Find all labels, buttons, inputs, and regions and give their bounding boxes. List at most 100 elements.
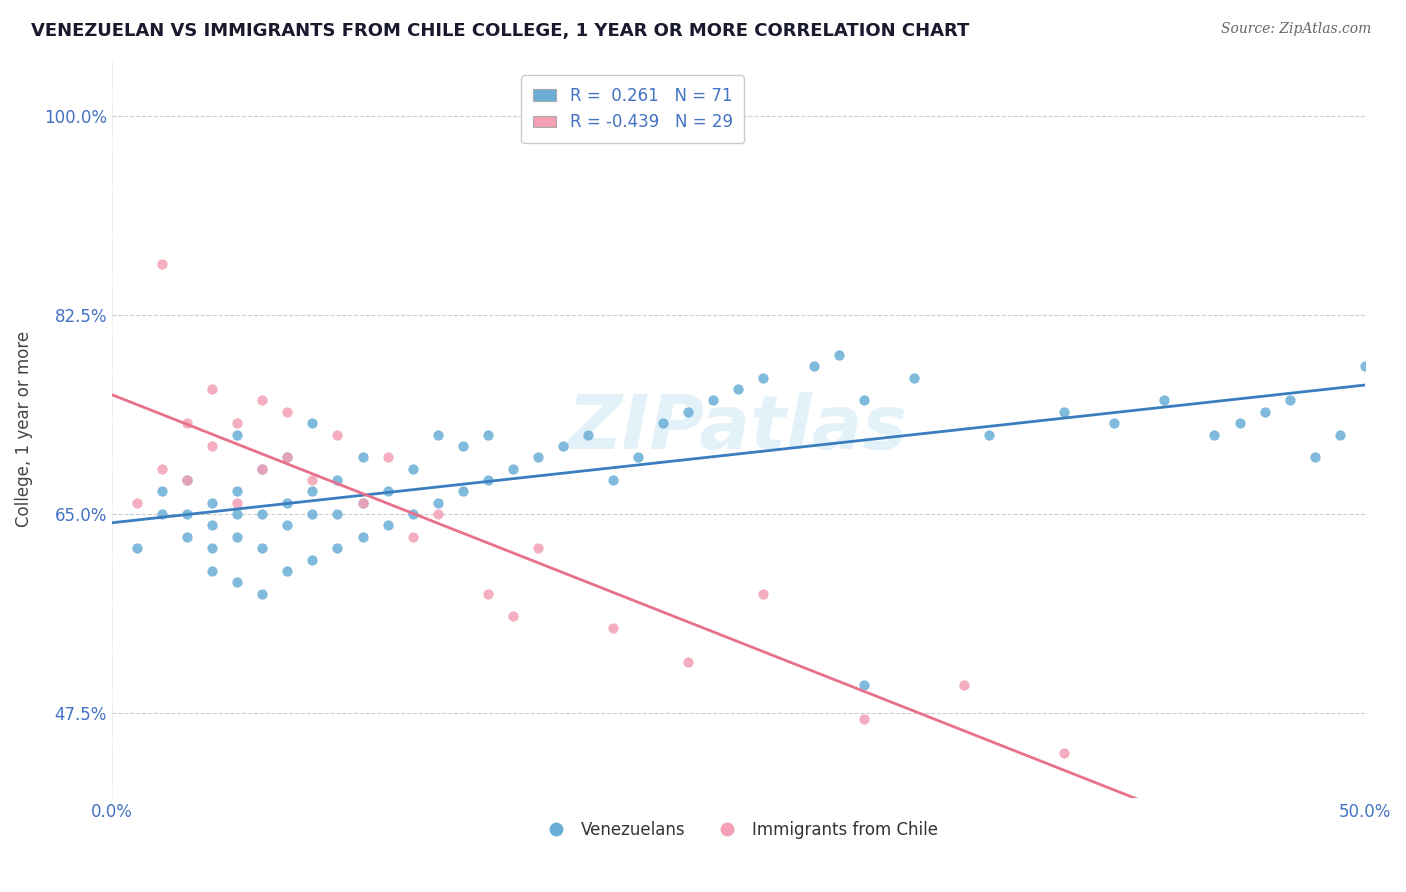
Point (1053, 405, 1076, 419)
Point (377, 484, 399, 499)
Point (702, 393, 724, 408)
Point (201, 518, 224, 533)
Point (752, 586, 775, 600)
Point (201, 382, 224, 396)
Point (226, 427, 249, 442)
Point (176, 473, 198, 487)
Point (727, 382, 749, 396)
Point (226, 484, 249, 499)
Point (502, 461, 524, 475)
Point (477, 473, 499, 487)
Point (226, 575, 249, 590)
Point (252, 461, 274, 475)
Point (602, 473, 624, 487)
Point (377, 450, 399, 465)
Point (226, 530, 249, 544)
Point (502, 609, 524, 624)
Point (352, 450, 374, 465)
Point (176, 507, 198, 521)
Point (1153, 393, 1175, 408)
Point (852, 393, 875, 408)
Point (176, 530, 198, 544)
Point (150, 461, 173, 475)
Point (276, 450, 298, 465)
Point (352, 530, 374, 544)
Point (176, 416, 198, 430)
Point (252, 461, 274, 475)
Point (551, 439, 574, 453)
Point (276, 564, 298, 578)
Point (377, 518, 399, 533)
Point (1204, 427, 1226, 442)
Point (477, 586, 499, 600)
Point (852, 712, 875, 726)
Point (678, 405, 700, 419)
Point (276, 405, 298, 419)
Point (326, 507, 349, 521)
Point (176, 473, 198, 487)
Point (125, 496, 148, 510)
Point (276, 450, 298, 465)
Point (326, 427, 349, 442)
Text: ZIPatlas: ZIPatlas (568, 392, 908, 466)
Point (953, 677, 976, 691)
Point (903, 370, 925, 384)
Point (803, 359, 825, 374)
Point (426, 507, 449, 521)
Point (401, 530, 423, 544)
Point (301, 507, 323, 521)
Point (652, 416, 675, 430)
Point (1229, 416, 1251, 430)
Point (401, 461, 423, 475)
Point (301, 473, 323, 487)
Point (276, 496, 298, 510)
Point (1303, 450, 1326, 465)
Point (678, 655, 700, 669)
Point (527, 541, 550, 556)
Point (827, 348, 849, 362)
Point (226, 496, 249, 510)
Point (301, 416, 323, 430)
Point (1354, 359, 1376, 374)
Point (401, 507, 423, 521)
Point (125, 541, 148, 556)
Point (326, 473, 349, 487)
Point (477, 427, 499, 442)
Point (352, 496, 374, 510)
Point (576, 427, 599, 442)
Point (301, 552, 323, 566)
Point (1102, 416, 1125, 430)
Point (1329, 427, 1351, 442)
Point (451, 439, 474, 453)
Point (150, 507, 173, 521)
Text: Source: ZipAtlas.com: Source: ZipAtlas.com (1220, 22, 1371, 37)
Point (527, 450, 550, 465)
Point (252, 541, 274, 556)
Point (201, 439, 224, 453)
Point (752, 370, 775, 384)
Point (451, 484, 474, 499)
Point (252, 507, 274, 521)
Point (627, 450, 650, 465)
Point (1053, 746, 1076, 760)
Point (352, 496, 374, 510)
Point (426, 427, 449, 442)
Point (1253, 405, 1275, 419)
Point (276, 518, 298, 533)
Point (852, 677, 875, 691)
Point (426, 496, 449, 510)
Point (252, 586, 274, 600)
Point (226, 507, 249, 521)
Point (201, 564, 224, 578)
Point (1153, 825, 1175, 839)
Y-axis label: College, 1 year or more: College, 1 year or more (15, 331, 32, 527)
Point (977, 427, 1000, 442)
Point (226, 416, 249, 430)
Text: VENEZUELAN VS IMMIGRANTS FROM CHILE COLLEGE, 1 YEAR OR MORE CORRELATION CHART: VENEZUELAN VS IMMIGRANTS FROM CHILE COLL… (31, 22, 969, 40)
Point (150, 484, 173, 499)
Point (201, 541, 224, 556)
Point (1278, 393, 1301, 408)
Point (301, 484, 323, 499)
Point (150, 257, 173, 271)
Point (602, 621, 624, 635)
